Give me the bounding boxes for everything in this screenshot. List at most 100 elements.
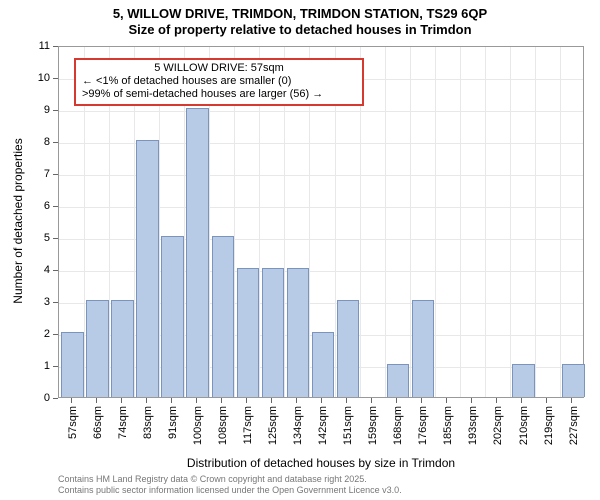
xtick-mark — [446, 398, 447, 403]
vgrid-line — [560, 47, 561, 397]
ytick-label: 5 — [30, 232, 50, 244]
xtick-label: 74sqm — [117, 406, 129, 454]
histogram-bar — [212, 236, 235, 397]
histogram-bar — [111, 300, 134, 397]
xtick-mark — [521, 398, 522, 403]
chart-container: { "title_line1": "5, WILLOW DRIVE, TRIMD… — [0, 0, 600, 500]
xtick-label: 125sqm — [267, 406, 279, 454]
xtick-label: 176sqm — [417, 406, 429, 454]
xtick-mark — [346, 398, 347, 403]
annotation-box: 5 WILLOW DRIVE: 57sqm ← <1% of detached … — [74, 58, 364, 106]
histogram-bar — [412, 300, 435, 397]
ytick-mark — [53, 142, 58, 143]
ytick-label: 2 — [30, 328, 50, 340]
annotation-line1: 5 WILLOW DRIVE: 57sqm — [82, 62, 356, 75]
ytick-mark — [53, 238, 58, 239]
xtick-mark — [396, 398, 397, 403]
histogram-bar — [512, 364, 535, 397]
xtick-mark — [471, 398, 472, 403]
ytick-mark — [53, 398, 58, 399]
ytick-mark — [53, 206, 58, 207]
xtick-label: 227sqm — [568, 406, 580, 454]
xtick-mark — [296, 398, 297, 403]
xtick-mark — [496, 398, 497, 403]
histogram-bar — [86, 300, 109, 397]
xtick-label: 193sqm — [467, 406, 479, 454]
xtick-mark — [546, 398, 547, 403]
histogram-bar — [262, 268, 285, 397]
xtick-label: 142sqm — [317, 406, 329, 454]
xtick-label: 168sqm — [392, 406, 404, 454]
ytick-mark — [53, 302, 58, 303]
xtick-mark — [96, 398, 97, 403]
ytick-label: 9 — [30, 104, 50, 116]
histogram-bar — [337, 300, 360, 397]
vgrid-line — [435, 47, 436, 397]
xtick-mark — [221, 398, 222, 403]
histogram-bar — [562, 364, 585, 397]
vgrid-line — [385, 47, 386, 397]
footer-line1: Contains HM Land Registry data © Crown c… — [58, 474, 402, 485]
xtick-label: 202sqm — [492, 406, 504, 454]
histogram-bar — [312, 332, 335, 397]
xtick-label: 108sqm — [217, 406, 229, 454]
ytick-label: 11 — [30, 40, 50, 52]
xtick-mark — [421, 398, 422, 403]
chart-title-line1: 5, WILLOW DRIVE, TRIMDON, TRIMDON STATIO… — [0, 6, 600, 22]
ytick-mark — [53, 46, 58, 47]
xtick-mark — [196, 398, 197, 403]
xtick-label: 57sqm — [67, 406, 79, 454]
ytick-mark — [53, 174, 58, 175]
ytick-mark — [53, 334, 58, 335]
ytick-mark — [53, 78, 58, 79]
xtick-mark — [146, 398, 147, 403]
xtick-label: 210sqm — [518, 406, 530, 454]
xtick-label: 66sqm — [92, 406, 104, 454]
vgrid-line — [410, 47, 411, 397]
histogram-bar — [186, 108, 209, 397]
histogram-bar — [387, 364, 410, 397]
histogram-bar — [136, 140, 159, 397]
ytick-mark — [53, 270, 58, 271]
ytick-label: 8 — [30, 136, 50, 148]
xtick-label: 134sqm — [292, 406, 304, 454]
xtick-label: 219sqm — [543, 406, 555, 454]
annotation-line2: ← <1% of detached houses are smaller (0) — [82, 75, 356, 88]
ytick-label: 7 — [30, 168, 50, 180]
hgrid-line — [59, 111, 583, 112]
histogram-bar — [237, 268, 260, 397]
xtick-mark — [171, 398, 172, 403]
xtick-mark — [271, 398, 272, 403]
ytick-label: 1 — [30, 360, 50, 372]
footer-line2: Contains public sector information licen… — [58, 485, 402, 496]
ytick-label: 3 — [30, 296, 50, 308]
ytick-mark — [53, 366, 58, 367]
xtick-label: 100sqm — [192, 406, 204, 454]
xtick-label: 83sqm — [142, 406, 154, 454]
histogram-bar — [161, 236, 184, 397]
vgrid-line — [485, 47, 486, 397]
chart-title-line2: Size of property relative to detached ho… — [0, 22, 600, 38]
xtick-label: 117sqm — [242, 406, 254, 454]
xtick-label: 151sqm — [342, 406, 354, 454]
x-axis-title: Distribution of detached houses by size … — [58, 456, 584, 470]
ytick-label: 6 — [30, 200, 50, 212]
ytick-label: 4 — [30, 264, 50, 276]
xtick-mark — [71, 398, 72, 403]
histogram-bar — [61, 332, 84, 397]
ytick-mark — [53, 110, 58, 111]
xtick-mark — [571, 398, 572, 403]
xtick-mark — [321, 398, 322, 403]
ytick-label: 10 — [30, 72, 50, 84]
xtick-label: 91sqm — [167, 406, 179, 454]
xtick-label: 159sqm — [367, 406, 379, 454]
xtick-label: 185sqm — [442, 406, 454, 454]
y-axis-title: Number of detached properties — [11, 45, 25, 397]
vgrid-line — [460, 47, 461, 397]
chart-footer: Contains HM Land Registry data © Crown c… — [58, 474, 402, 497]
xtick-mark — [371, 398, 372, 403]
histogram-bar — [287, 268, 310, 397]
vgrid-line — [535, 47, 536, 397]
vgrid-line — [510, 47, 511, 397]
xtick-mark — [121, 398, 122, 403]
